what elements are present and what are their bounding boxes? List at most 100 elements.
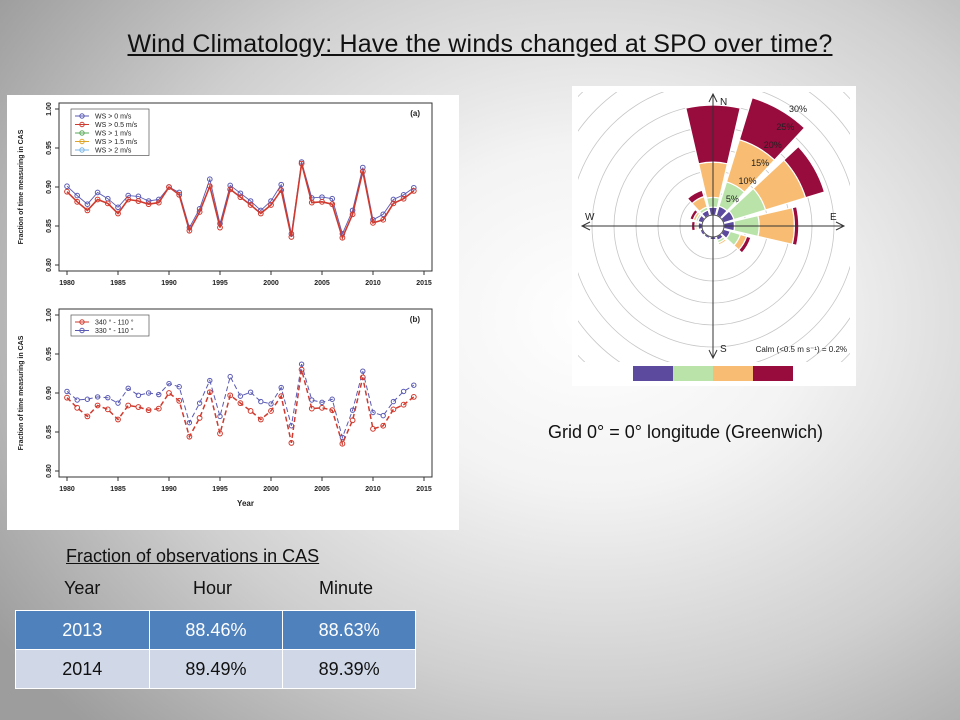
legend-marker [79,319,85,325]
ring-label: 15% [751,158,769,168]
ring-label: 10% [739,176,757,186]
legend-marker [79,138,85,145]
data-point [176,397,183,404]
data-point [349,211,356,218]
data-point [411,184,417,191]
data-point [176,384,182,390]
series-line [66,161,415,236]
arrow-s [708,349,718,360]
panel-label: (a) [410,109,420,118]
data-point [380,422,387,429]
data-point [257,416,264,423]
data-point [258,398,264,405]
legend-label: WS > 0 m/s [95,114,132,121]
legend-label: WS > 0.5 m/s [95,122,138,129]
table-cell-year: 2013 [15,610,150,650]
rose-wedge [738,96,806,161]
slide-title: Wind Climatology: Have the winds changed… [127,30,833,58]
data-point [206,183,213,190]
direction-label-n: N [720,97,727,108]
data-point [319,404,325,411]
data-point [247,389,254,395]
column-header-year: Year [64,578,101,598]
data-point [145,407,152,414]
x-tick-label: 2000 [263,280,279,287]
data-point [186,227,193,234]
data-point [64,188,70,195]
data-point [196,415,203,421]
column-header-hour: Hour [193,578,233,598]
ring-label: 5% [726,194,739,204]
table-cell-hour: 89.49% [148,649,284,689]
data-point [278,187,285,194]
data-point [288,234,295,240]
arrow-n [708,92,718,103]
data-point [360,368,366,374]
table-cell-year: 2014 [15,649,150,689]
data-point [247,198,254,204]
data-point [329,201,336,208]
data-point [257,210,264,217]
x-tick-label: 2015 [416,280,432,287]
y-tick-label: 0.95 [46,141,53,155]
x-tick-label: 1990 [161,486,177,493]
data-point [206,389,213,396]
x-tick-label: 2015 [416,486,432,493]
x-tick-label: 1985 [110,280,126,287]
legend-label: 330 ° - 110 ° [95,327,134,335]
data-point [74,192,80,199]
data-point [115,416,121,423]
data-point [278,384,284,391]
data-point [74,404,81,411]
x-tick-label: 1995 [212,280,228,287]
data-point [390,200,397,207]
data-point [125,196,132,203]
ring-label: 30% [789,104,807,114]
data-point [227,373,233,380]
x-tick-label: 2005 [314,486,330,493]
legend-label: WS > 1 m/s [95,131,132,138]
series-line [66,163,415,241]
data-point [308,199,315,206]
data-point [339,440,346,447]
data-point [308,405,315,412]
panel-label: (b) [410,315,421,324]
data-point [94,196,101,203]
data-point [84,413,91,420]
legend-label: 340 ° - 110 ° [95,319,134,327]
cas-fraction-table: 2013 88.46% 88.63% 2014 89.49% 89.39% [15,610,416,689]
x-tick-label: 1980 [59,280,75,287]
legend-marker [79,130,85,136]
data-point [237,393,244,399]
data-point [186,419,193,426]
data-point [298,366,305,373]
legend-bin-label: 7 to 18.8 [758,385,787,386]
data-point [360,164,366,171]
x-tick-label: 2010 [365,280,381,287]
data-point [94,189,101,196]
rose-wedge [718,239,728,247]
data-point [410,188,417,194]
data-point [166,184,172,190]
x-tick-label: 2000 [263,486,279,493]
data-point [74,397,80,403]
data-point [247,408,254,414]
data-point [380,412,386,419]
y-tick-label: 1.00 [46,308,53,322]
data-point [227,186,234,193]
data-point [64,388,70,395]
data-point [115,400,121,406]
data-point [227,392,234,399]
direction-label-s: S [720,344,727,355]
data-point [319,198,325,205]
data-point [298,160,305,167]
data-point [156,391,162,398]
time-series-figure: (a) 0.80 0.85 0.90 0.95 1.00 1980 1985 1990 1995 2… [7,95,459,530]
data-point [390,398,397,405]
data-point [329,407,336,414]
column-header-minute: Minute [319,578,374,598]
y-tick-label: 0.85 [46,425,53,439]
data-point [74,198,81,205]
y-tick-label: 0.80 [46,464,53,478]
data-point [155,405,162,412]
